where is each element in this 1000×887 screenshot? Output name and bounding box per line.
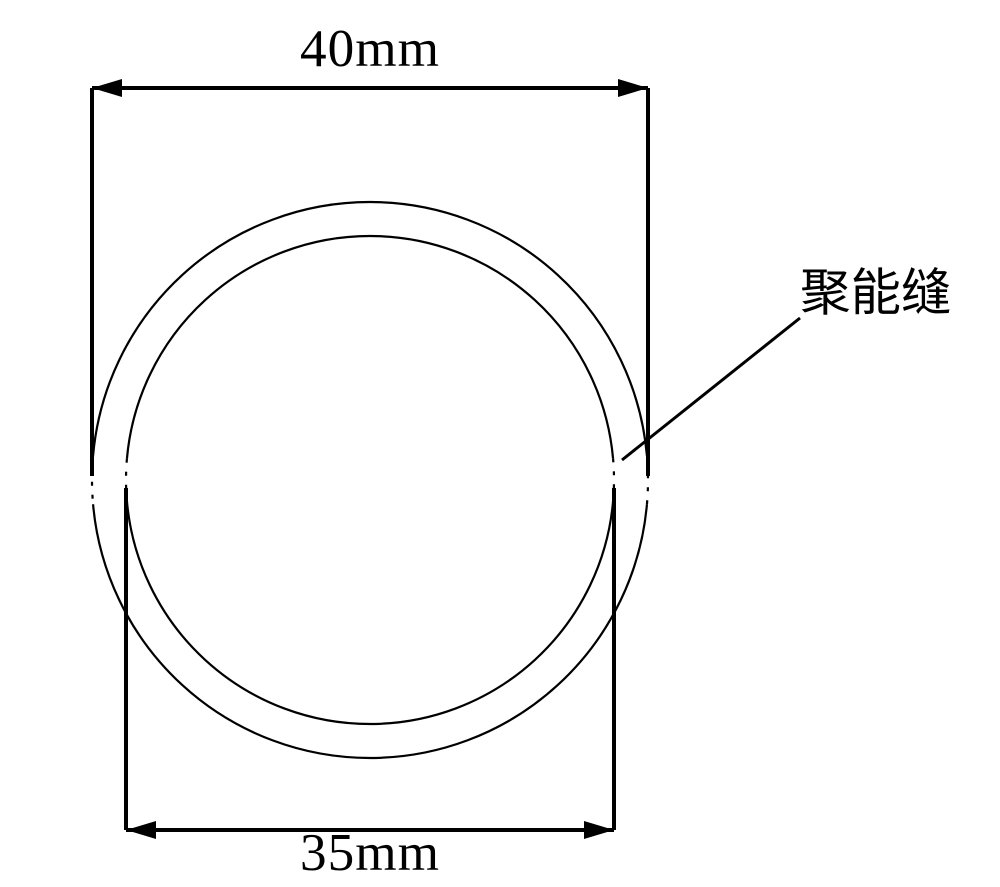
dim-inner-arrow-right (584, 821, 614, 839)
dim-inner-label: 35mm (300, 823, 440, 882)
ring-arc-lower (127, 501, 613, 724)
ring-arc-upper (93, 202, 647, 456)
diagram-svg: 40mm 35mm 聚能缝 (0, 0, 1000, 887)
ring-arc-upper (127, 236, 613, 459)
dim-outer-arrow-left (92, 79, 122, 97)
dim-outer-arrow-right (618, 79, 648, 97)
dim-inner-arrow-left (126, 821, 156, 839)
ring-arc-lower (93, 504, 647, 758)
dim-outer-label: 40mm (300, 19, 440, 78)
callout-label: 聚能缝 (800, 265, 952, 321)
diagram-stage: 40mm 35mm 聚能缝 (0, 0, 1000, 887)
